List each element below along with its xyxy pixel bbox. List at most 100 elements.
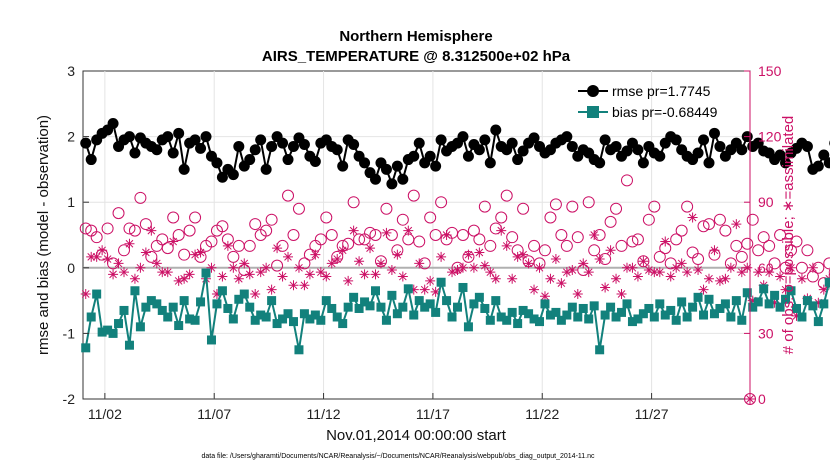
assimilated-obs-point [775, 271, 786, 282]
rmse-point [282, 154, 294, 166]
bias-point [305, 314, 315, 324]
assimilated-obs-point [671, 262, 682, 273]
bias-point [480, 303, 490, 313]
possible-obs-point [227, 250, 240, 263]
assimilated-obs-point [507, 273, 518, 284]
possible-obs-point [260, 224, 273, 237]
bias-point [447, 312, 457, 322]
rmse-point [736, 144, 748, 156]
possible-obs-point [538, 244, 551, 257]
assimilated-obs-point [239, 258, 250, 269]
assimilated-obs-point [425, 275, 436, 286]
bias-point [212, 299, 222, 309]
bias-point [431, 307, 441, 317]
left-tick-label: 2 [67, 129, 75, 145]
assimilated-obs-point [572, 289, 583, 300]
possible-obs-point [828, 268, 830, 276]
assimilated-obs-point [539, 291, 550, 302]
bias-point [157, 305, 167, 315]
possible-obs-point [582, 196, 595, 209]
bias-point [469, 299, 479, 309]
possible-obs-point [456, 229, 469, 241]
assimilated-obs-point [676, 258, 687, 269]
bias-point [535, 317, 545, 327]
bias-point [786, 286, 796, 296]
assimilated-obs-point [807, 262, 818, 273]
bias-point [671, 315, 681, 325]
assimilated-obs-point [583, 267, 594, 278]
assimilated-obs-point [501, 240, 512, 251]
bias-point [261, 312, 271, 322]
bias-point [370, 286, 380, 296]
bias-point [611, 312, 621, 322]
assimilated-obs-point [299, 280, 310, 291]
possible-obs-point [243, 239, 256, 252]
bias-point [802, 296, 812, 306]
rmse-point [594, 157, 606, 169]
bias-point [217, 286, 227, 296]
possible-obs-point [320, 211, 333, 224]
possible-obs-point [347, 196, 360, 209]
bias-point [114, 319, 124, 329]
possible-obs-point [79, 222, 92, 235]
possible-obs-point [517, 202, 530, 215]
assimilated-obs-point [102, 254, 113, 265]
assimilated-obs-point [436, 251, 447, 262]
assimilated-obs-point [386, 264, 397, 275]
assimilated-obs-point [365, 243, 376, 254]
assimilated-obs-point [381, 227, 392, 238]
assimilated-obs-point [747, 295, 758, 306]
assimilated-obs-point [725, 262, 736, 273]
assimilated-obs-point [304, 269, 315, 280]
assimilated-obs-point [430, 286, 441, 297]
possible-obs-point [790, 235, 803, 248]
bias-point [764, 299, 774, 309]
bias-point [398, 302, 408, 312]
left-axis-ticks: -2 -1 0 1 2 3 [63, 63, 89, 407]
right-tick-label: 30 [758, 325, 774, 341]
assimilated-obs-point [578, 258, 589, 269]
assimilated-obs-point [796, 273, 807, 284]
bias-point [617, 307, 627, 317]
rmse-point [266, 140, 278, 152]
rmse-point [397, 173, 409, 185]
bias-point [403, 284, 413, 294]
bias-point [709, 309, 719, 319]
assimilated-obs-point [616, 289, 627, 300]
possible-obs-point [713, 213, 726, 226]
possible-obs-point [292, 202, 305, 215]
rmse-point [528, 132, 540, 144]
possible-obs-point [161, 242, 174, 255]
rmse-point [424, 150, 436, 162]
bias-point [660, 310, 670, 320]
x-axis-label: Nov.01,2014 00:00:00 start [326, 427, 507, 444]
bias-point [168, 302, 178, 312]
bias-point [699, 310, 709, 320]
legend-rmse-marker [587, 85, 599, 97]
bias-point [310, 310, 320, 320]
bias-point [414, 296, 424, 306]
bias-point [753, 297, 763, 307]
assimilated-obs-point [518, 249, 529, 260]
bias-point [781, 294, 791, 304]
bias-point [163, 312, 173, 322]
bias-point [688, 302, 698, 312]
bias-point [267, 296, 277, 306]
legend-bias-label: bias pr=-0.68449 [612, 104, 718, 120]
possible-obs-point [560, 239, 573, 252]
rmse-point [107, 117, 119, 129]
bias-point [239, 289, 249, 299]
assimilated-obs-point [611, 273, 622, 284]
possible-obs-point [555, 229, 568, 241]
x-tick-label: 11/02 [88, 406, 122, 422]
bias-point [376, 302, 386, 312]
bias-point [392, 309, 402, 319]
bias-point [420, 302, 430, 312]
assimilated-obs-point [523, 258, 534, 269]
right-tick-label: 120 [758, 129, 782, 145]
bias-point [649, 312, 659, 322]
assimilated-obs-point [113, 258, 124, 269]
x-tick-label: 11/12 [307, 406, 341, 422]
rmse-point [85, 154, 97, 166]
bias-point [294, 345, 304, 355]
